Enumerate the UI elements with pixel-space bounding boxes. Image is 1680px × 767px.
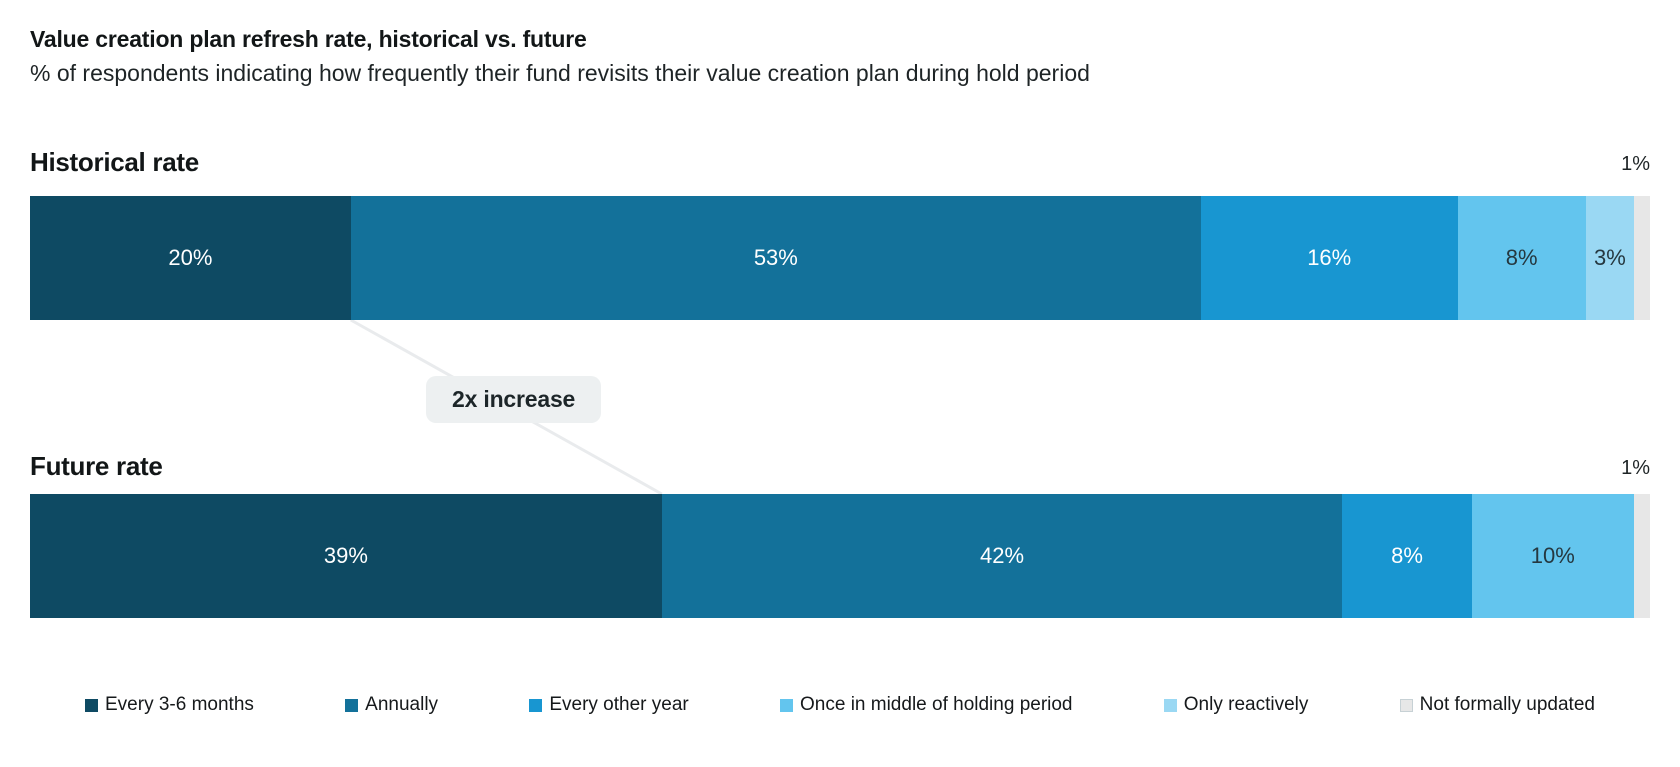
legend: Every 3-6 months Annually Every other year…: [30, 694, 1650, 716]
legend-label: Annually: [365, 694, 439, 715]
legend-swatch-icon: [345, 698, 359, 712]
legend-label: Every other year: [549, 694, 689, 715]
chart-title: Value creation plan refresh rate, histor…: [30, 26, 587, 52]
segment-value-label: 53%: [753, 245, 798, 270]
bar-segment-not-formally-updated: [1633, 494, 1650, 618]
historical-outside-value-label: 1%: [1621, 153, 1650, 175]
legend-item-only-reactively: Only reactively: [1163, 694, 1309, 716]
legend-item-once-in-middle-of-holding-period: Once in middle of holding period: [780, 694, 1073, 716]
segment-value-label: 20%: [168, 245, 213, 270]
historical-stacked-bar: 20% 53% 16% 8% 3%: [30, 196, 1651, 320]
segment-value-label: 8%: [1505, 245, 1538, 270]
segment-value-label: 8%: [1391, 543, 1423, 568]
segment-value-label: 16%: [1307, 245, 1352, 270]
historical-rate-label: Historical rate: [30, 147, 199, 177]
legend-item-every-3-6-months: Every 3-6 months: [85, 694, 254, 716]
legend-item-annually: Annually: [345, 694, 438, 716]
bar-segment-every-3-6-months: 20%: [30, 196, 351, 320]
historical-section: Historical rate 1% 20% 53% 16% 8% 3%: [30, 147, 1651, 320]
bar-segment-not-formally-updated: [1633, 196, 1651, 320]
legend-swatch-icon: [1163, 698, 1177, 712]
future-outside-value-label: 1%: [1621, 457, 1650, 479]
chart-header: Value creation plan refresh rate, histor…: [30, 26, 1650, 87]
segment-value-label: 3%: [1594, 245, 1626, 270]
segment-value-label: 42%: [979, 543, 1025, 568]
bar-segment-every-other-year: 16%: [1200, 196, 1458, 320]
bar-segment-only-reactively: 3%: [1585, 196, 1634, 320]
future-stacked-bar: 39% 42% 8% 10%: [30, 494, 1650, 618]
future-section: Future rate 1% 39% 42% 8% 10%: [30, 451, 1650, 618]
increase-annotation-pill: 2x increase: [426, 376, 602, 423]
segment-value-label: 10%: [1530, 543, 1575, 568]
legend-swatch-icon: [780, 698, 793, 712]
historical-header-row: Historical rate 1%: [30, 147, 1650, 178]
legend-swatch-icon: [85, 698, 98, 712]
legend-label: Once in middle of holding period: [800, 694, 1073, 715]
bar-segment-once-in-middle-of-holding-period: 8%: [1457, 196, 1586, 320]
legend-label: Only reactively: [1183, 694, 1309, 715]
bar-segment-every-3-6-months: 39%: [30, 494, 662, 618]
bar-segment-every-other-year: 8%: [1342, 494, 1472, 618]
chart-subtitle: % of respondents indicating how frequent…: [30, 60, 1090, 86]
bar-segment-annually: 53%: [350, 196, 1201, 320]
legend-item-not-formally-updated: Not formally updated: [1399, 694, 1595, 716]
segment-value-label: 39%: [323, 543, 368, 568]
annotation-zone: 2x increase: [30, 320, 1650, 451]
bar-segment-annually: 42%: [661, 494, 1343, 618]
legend-label: Not formally updated: [1419, 694, 1595, 715]
legend-item-every-other-year: Every other year: [529, 694, 689, 716]
future-header-row: Future rate 1%: [30, 451, 1650, 482]
legend-swatch-icon: [529, 698, 543, 712]
legend-label: Every 3-6 months: [105, 694, 254, 715]
legend-swatch-icon: [1399, 698, 1413, 712]
future-rate-label: Future rate: [30, 451, 163, 481]
bar-segment-once-in-middle-of-holding-period: 10%: [1471, 494, 1634, 618]
